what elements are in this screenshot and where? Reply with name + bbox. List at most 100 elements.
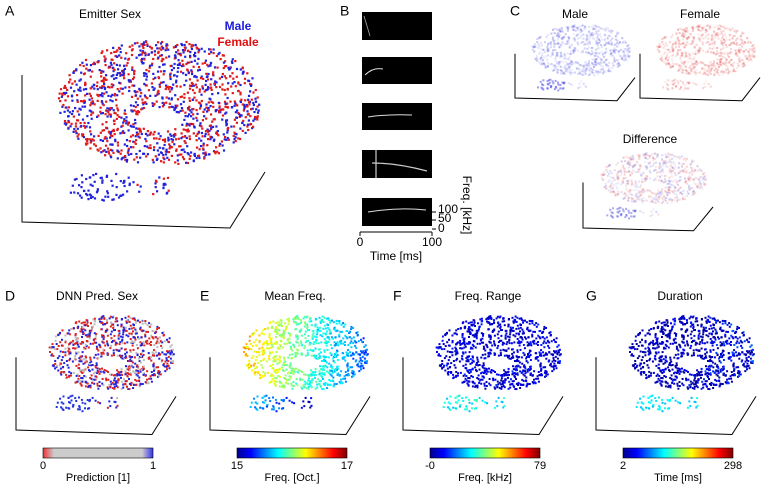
- point: [104, 323, 107, 325]
- point: [622, 210, 625, 213]
- point: [224, 102, 227, 105]
- point: [129, 316, 132, 319]
- point: [145, 84, 148, 87]
- point: [96, 93, 99, 96]
- point: [112, 151, 115, 154]
- point: [167, 365, 170, 367]
- point: [614, 38, 617, 41]
- point: [610, 172, 613, 175]
- point: [664, 162, 667, 165]
- point: [158, 357, 161, 360]
- point: [738, 47, 741, 50]
- point: [660, 159, 663, 162]
- point: [154, 94, 157, 97]
- point: [627, 171, 630, 173]
- point: [140, 355, 142, 357]
- panel-title: Female: [680, 7, 720, 21]
- point: [719, 55, 722, 57]
- point: [84, 83, 87, 86]
- point: [365, 348, 368, 351]
- point: [696, 165, 699, 168]
- point: [198, 156, 201, 159]
- point: [682, 38, 684, 41]
- point: [659, 162, 662, 165]
- point: [660, 166, 663, 169]
- point: [102, 348, 105, 351]
- point: [118, 373, 121, 376]
- point: [87, 189, 90, 192]
- point: [681, 34, 684, 37]
- point: [168, 55, 171, 58]
- point: [308, 343, 311, 346]
- point: [115, 406, 118, 409]
- point: [179, 145, 182, 148]
- point: [216, 150, 219, 153]
- point: [748, 59, 751, 62]
- point: [632, 155, 635, 158]
- point: [104, 135, 107, 139]
- point: [701, 187, 704, 190]
- point: [178, 153, 181, 156]
- point: [201, 127, 204, 130]
- point: [71, 394, 74, 397]
- point: [573, 25, 575, 28]
- point: [614, 38, 617, 41]
- point: [90, 364, 93, 367]
- point: [751, 45, 754, 48]
- point: [159, 135, 162, 138]
- axes-3d: [514, 53, 636, 102]
- point: [667, 62, 670, 65]
- point: [550, 32, 553, 35]
- point: [572, 26, 575, 29]
- point: [671, 80, 674, 83]
- point: [567, 62, 570, 65]
- point: [655, 202, 657, 204]
- point: [307, 377, 310, 380]
- point: [651, 200, 654, 203]
- point: [677, 65, 680, 68]
- point: [692, 82, 695, 85]
- point: [722, 62, 725, 65]
- point: [592, 27, 595, 30]
- point: [101, 50, 104, 53]
- point: [215, 86, 218, 89]
- point: [538, 37, 541, 39]
- point: [661, 158, 664, 161]
- point: [84, 402, 87, 405]
- point: [676, 37, 679, 40]
- point: [621, 208, 624, 211]
- point: [627, 169, 630, 172]
- point: [109, 385, 112, 388]
- point: [86, 137, 89, 141]
- point: [84, 343, 87, 346]
- point: [79, 122, 82, 125]
- point: [241, 72, 244, 75]
- point: [728, 33, 731, 36]
- point: [279, 345, 282, 348]
- point: [557, 51, 559, 54]
- point: [604, 27, 607, 30]
- point: [550, 63, 553, 66]
- point: [251, 345, 254, 347]
- point: [683, 30, 686, 33]
- point: [146, 130, 149, 133]
- point: [144, 96, 147, 99]
- point: [158, 65, 161, 69]
- point: [576, 33, 579, 36]
- point: [724, 71, 727, 74]
- point: [221, 144, 224, 147]
- point: [188, 109, 192, 112]
- point: [188, 97, 191, 100]
- point: [138, 149, 141, 153]
- point: [235, 121, 238, 124]
- point: [113, 50, 116, 54]
- point: [681, 52, 683, 55]
- point: [177, 111, 180, 114]
- point: [198, 49, 201, 52]
- point: [611, 176, 614, 179]
- point: [598, 25, 600, 28]
- point: [134, 370, 137, 373]
- point: [192, 123, 195, 126]
- point: [116, 320, 119, 323]
- point: [206, 128, 209, 131]
